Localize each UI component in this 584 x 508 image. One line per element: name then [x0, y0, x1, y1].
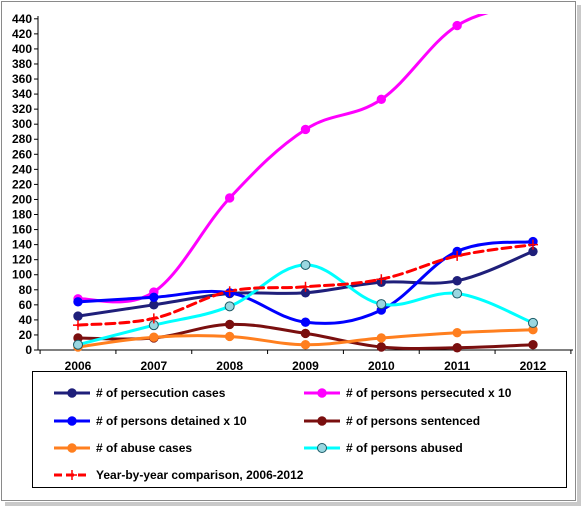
- series-line: [76, 14, 489, 304]
- data-point: [376, 274, 387, 285]
- legend-item: # of persons detained x 10: [51, 411, 247, 431]
- data-point: [376, 342, 387, 352]
- legend-label: # of persons detained x 10: [96, 414, 247, 428]
- y-tick-label: 20: [19, 328, 33, 342]
- y-tick-label: 100: [12, 268, 32, 282]
- legend-marker: [317, 443, 327, 453]
- data-point: [300, 340, 311, 350]
- data-point: [149, 292, 159, 303]
- x-tick-label: 2009: [292, 359, 319, 373]
- data-point: [452, 250, 463, 261]
- y-tick-label: 80: [19, 283, 33, 297]
- legend-marker: [67, 470, 77, 480]
- legend-symbol: [304, 416, 340, 426]
- data-point: [224, 193, 235, 203]
- data-point: [73, 339, 83, 350]
- y-tick-label: 240: [12, 162, 32, 176]
- legend-label: # of persecution cases: [96, 386, 226, 400]
- legend-label: # of abuse cases: [96, 441, 193, 455]
- legend-label: # of persons sentenced: [346, 414, 481, 428]
- legend-label: # of persons persecuted x 10: [346, 386, 512, 400]
- y-tick-label: 260: [12, 147, 32, 161]
- legend-symbol: [54, 388, 90, 398]
- data-point: [376, 333, 387, 343]
- y-tick-label: 420: [12, 27, 32, 41]
- y-tick-label: 40: [19, 313, 33, 327]
- legend-marker: [67, 416, 77, 426]
- x-tick-label: 2007: [140, 359, 167, 373]
- y-tick-label: 360: [12, 72, 32, 86]
- x-tick-label: 2010: [368, 359, 395, 373]
- data-point: [452, 276, 462, 286]
- data-point: [73, 297, 83, 307]
- chart-markers: [73, 0, 538, 353]
- legend-symbol: [54, 443, 90, 453]
- data-point: [73, 311, 83, 321]
- data-point: [452, 327, 462, 338]
- data-point: [300, 328, 311, 339]
- legend-label: Year-by-year comparison, 2006-2012: [96, 468, 304, 482]
- legend-marker: [67, 443, 77, 453]
- y-tick-label: 140: [12, 238, 32, 252]
- data-point: [376, 299, 387, 310]
- legend-marker: [317, 388, 327, 398]
- x-tick-label: 2006: [65, 359, 92, 373]
- data-point: [376, 94, 387, 105]
- y-tick-label: 320: [12, 102, 32, 116]
- x-tick-label: 2011: [444, 359, 470, 373]
- chart-axes: [34, 16, 573, 354]
- y-tick-label: 120: [12, 253, 32, 267]
- data-point: [529, 0, 537, 8]
- legend-marker: [317, 416, 327, 426]
- legend-item: # of persons persecuted x 10: [301, 383, 511, 403]
- data-point: [452, 20, 462, 31]
- x-tick-label: 2008: [216, 359, 243, 373]
- data-point: [224, 319, 235, 330]
- data-point: [300, 124, 311, 135]
- legend-symbol: [304, 443, 340, 453]
- y-tick-label: 220: [12, 177, 32, 191]
- y-tick-label: 180: [12, 208, 32, 222]
- data-point: [300, 281, 311, 292]
- legend-label: # of persons abused: [346, 441, 463, 455]
- data-point: [224, 286, 235, 297]
- y-tick-label: 280: [12, 132, 32, 146]
- data-point: [149, 332, 159, 342]
- y-tick-label: 300: [12, 117, 32, 131]
- data-point: [527, 317, 538, 328]
- data-point: [73, 320, 83, 331]
- y-tick-label: 0: [25, 343, 32, 357]
- y-tick-label: 160: [12, 223, 32, 237]
- y-tick-label: 200: [12, 192, 32, 206]
- data-point: [527, 239, 538, 250]
- legend-symbol: [54, 416, 90, 426]
- data-point: [528, 340, 538, 350]
- frame-shadow-bottom: [5, 502, 581, 506]
- data-point: [224, 331, 235, 342]
- legend-item: # of persons abused: [301, 438, 463, 458]
- data-point: [300, 317, 311, 327]
- y-tick-label: 340: [12, 87, 32, 101]
- legend-item: # of persecution cases: [51, 383, 225, 403]
- y-tick-label: 380: [12, 57, 32, 71]
- data-point: [224, 301, 235, 312]
- legend-item: Year-by-year comparison, 2006-2012: [51, 465, 303, 485]
- data-point: [300, 259, 311, 270]
- legend-marker: [67, 388, 77, 398]
- data-point: [452, 288, 463, 299]
- legend-symbol: [54, 470, 90, 480]
- y-tick-label: 440: [12, 12, 32, 26]
- chart-tick-labels: 0204060801001201401601802002202402602803…: [12, 12, 547, 373]
- legend-item: # of abuse cases: [51, 438, 192, 458]
- legend-symbol: [304, 388, 340, 398]
- chart-legend: # of persecution cases # of persons pers…: [32, 371, 567, 488]
- y-tick-label: 400: [12, 42, 32, 56]
- data-point: [148, 313, 159, 324]
- frame-shadow-right: [577, 5, 581, 504]
- x-tick-label: 2012: [520, 359, 547, 373]
- y-tick-label: 60: [19, 298, 33, 312]
- data-point: [452, 343, 462, 353]
- legend-item: # of persons sentenced: [301, 411, 480, 431]
